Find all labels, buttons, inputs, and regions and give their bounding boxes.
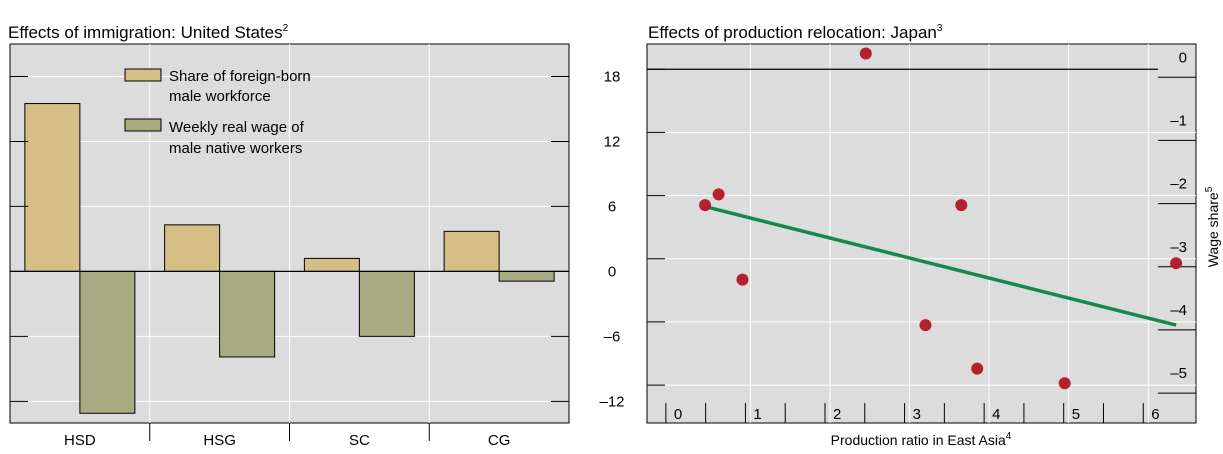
bar-foreign-born-share: [304, 258, 359, 271]
y-tick-label: 12: [604, 133, 621, 150]
scatter-chart-plot-area: [647, 44, 1196, 423]
relocation-scatter-chart: Effects of production relocation: Japan3…: [647, 23, 1221, 448]
bar-foreign-born-share: [444, 231, 499, 271]
legend-label-foreign-born-share-line1: Share of foreign-born: [169, 68, 311, 85]
scatter-chart-title: Effects of production relocation: Japan3: [648, 23, 943, 42]
x-tick-label: 4: [992, 406, 1000, 423]
y-tick-label: –2: [1170, 176, 1187, 193]
legend-label-weekly-real-wage-line2: male native workers: [169, 140, 302, 157]
y-tick-label: 0: [1179, 49, 1187, 66]
category-label: SC: [349, 432, 370, 449]
legend-label-weekly-real-wage-line1: Weekly real wage of: [169, 119, 305, 136]
x-tick-label: 1: [753, 406, 761, 423]
category-label: CG: [488, 432, 511, 449]
bar-foreign-born-share: [165, 225, 220, 272]
bar-foreign-born-share: [25, 104, 80, 272]
x-tick-label: 5: [1072, 406, 1080, 423]
x-tick-label: 3: [913, 406, 921, 423]
scatter-point: [699, 199, 711, 211]
y-tick-label: 6: [608, 198, 616, 215]
bar-weekly-real-wage: [359, 271, 414, 336]
y-tick-label: –12: [599, 393, 624, 410]
scatter-x-axis-label: Production ratio in East Asia4: [831, 431, 1012, 448]
scatter-point: [919, 319, 931, 331]
bar-weekly-real-wage: [80, 271, 135, 413]
y-tick-label: –4: [1170, 302, 1187, 319]
y-tick-label: –1: [1170, 112, 1187, 129]
scatter-point: [713, 188, 725, 200]
x-tick-label: 6: [1151, 406, 1159, 423]
y-tick-label: –5: [1170, 365, 1187, 382]
legend-swatch-foreign-born-share: [125, 69, 161, 81]
category-label: HSG: [203, 432, 236, 449]
immigration-bar-chart: Effects of immigration: United States2 –…: [8, 23, 625, 449]
bar-weekly-real-wage: [220, 271, 275, 357]
x-tick-label: 2: [833, 406, 841, 423]
scatter-point: [971, 363, 983, 375]
bar-chart-title: Effects of immigration: United States2: [8, 23, 289, 42]
legend-label-foreign-born-share-line2: male workforce: [169, 88, 271, 105]
scatter-point: [955, 199, 967, 211]
y-tick-label: 0: [608, 263, 616, 280]
scatter-point: [736, 274, 748, 286]
scatter-y-axis-label: Wage share5: [1204, 186, 1221, 267]
y-tick-label: 18: [604, 68, 621, 85]
category-label: HSD: [64, 432, 96, 449]
bar-weekly-real-wage: [499, 271, 554, 281]
scatter-point: [1170, 257, 1182, 269]
y-tick-label: –3: [1170, 239, 1187, 256]
y-tick-label: –6: [604, 328, 621, 345]
scatter-point: [1059, 377, 1071, 389]
scatter-point: [860, 47, 872, 59]
legend-swatch-weekly-real-wage: [125, 119, 161, 131]
x-tick-label: 0: [674, 406, 682, 423]
